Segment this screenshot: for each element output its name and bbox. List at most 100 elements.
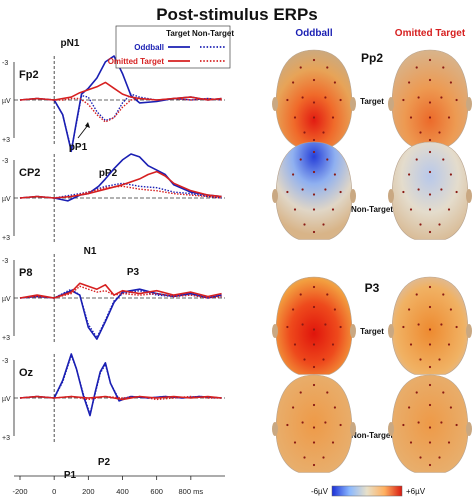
map-row-label: Non-Target: [351, 205, 393, 214]
electrode-dot: [417, 188, 420, 191]
electrode-dot: [312, 78, 316, 82]
y-unit-label: µV: [2, 296, 11, 303]
electrode-dot: [299, 158, 302, 161]
y-tick-label: -3: [2, 158, 8, 165]
channel-panel-cp2: CP2 -3 µV +3 P3: [2, 153, 225, 278]
electrode-dot: [408, 308, 411, 311]
electrode-dot: [419, 131, 422, 134]
electrode-dot: [322, 456, 325, 459]
electrode-dot: [312, 463, 316, 467]
y-unit-label: µV: [2, 196, 11, 203]
electrode-dot: [438, 456, 441, 459]
electrode-dot: [428, 426, 432, 429]
erp-line-omitted-target-target: [19, 81, 222, 101]
map-column-header: Oddball: [295, 28, 332, 39]
electrode-dot: [442, 158, 445, 161]
electrode-dot: [428, 463, 432, 467]
electrode-dot: [324, 323, 327, 326]
scalp-surface: [391, 49, 469, 148]
electrode-dot: [438, 358, 441, 361]
electrode-dot: [417, 96, 420, 99]
electrode-dot: [409, 208, 413, 211]
scalp-surface: [275, 49, 353, 148]
peak-label: N1: [84, 246, 97, 257]
electrode-dot: [455, 98, 458, 102]
topographic-maps: Oddball Omitted Target Pp2 Target Non-Target…: [272, 28, 472, 497]
electrode-dot: [428, 230, 432, 234]
electrode-dot: [428, 383, 432, 387]
electrode-dot: [331, 441, 335, 444]
electrode-dot: [408, 173, 411, 176]
ear-left: [272, 422, 278, 436]
y-unit-label: µV: [2, 98, 11, 105]
electrode-dot: [438, 131, 441, 134]
scalp-map: [272, 276, 356, 375]
x-tick-label: 800 ms: [179, 487, 204, 496]
electrode-dot: [428, 328, 432, 331]
electrode-dot: [408, 406, 411, 409]
electrode-dot: [442, 293, 445, 296]
electrode-dot: [312, 116, 316, 119]
ear-right: [466, 422, 472, 436]
electrode-dot: [312, 101, 316, 104]
electrode-dot: [333, 406, 336, 409]
electrode-dot: [312, 230, 316, 234]
electrode-dot: [286, 190, 289, 194]
ear-right: [350, 189, 356, 203]
y-tick-label: +3: [2, 335, 10, 342]
electrode-dot: [428, 101, 432, 104]
y-unit-label: µV: [2, 396, 11, 403]
scalp-map: [272, 49, 356, 148]
electrode-dot: [409, 116, 413, 119]
electrode-dot: [417, 323, 420, 326]
erp-line-oddball-non-target: [19, 93, 222, 151]
electrode-dot: [324, 96, 327, 99]
electrode-dot: [428, 150, 432, 154]
x-axis: -200 0 200 400 600 800 ms: [12, 475, 225, 496]
electrode-dot: [292, 308, 295, 311]
electrode-dot: [419, 358, 422, 361]
colorbar-max-label: +6µV: [406, 487, 426, 496]
electrode-dot: [455, 423, 458, 427]
electrode-dot: [312, 426, 316, 429]
channel-panel-fp2: Fp2 -3 µV +3 pN1 pP1 pP2: [2, 38, 225, 179]
electrode-dot: [301, 96, 304, 99]
ear-right: [466, 189, 472, 203]
electrode-dot: [326, 391, 329, 394]
scalp-map: [388, 49, 472, 148]
electrode-dot: [442, 391, 445, 394]
electrode-dot: [440, 188, 443, 191]
peak-label: P2: [98, 457, 111, 468]
electrode-dot: [312, 170, 316, 174]
legend-entry-label: Omitted Target: [108, 57, 165, 66]
x-tick-label: -200: [12, 487, 27, 496]
figure-title: Post-stimulus ERPs: [156, 5, 318, 24]
ear-left: [272, 189, 278, 203]
channel-label: Oz: [19, 367, 34, 379]
ear-right: [350, 422, 356, 436]
electrode-dot: [449, 81, 452, 84]
peak-label: pN1: [61, 38, 80, 49]
electrode-dot: [312, 138, 316, 142]
ear-right: [350, 97, 356, 111]
electrode-dot: [292, 81, 295, 84]
x-tick-label: 0: [52, 487, 56, 496]
electrode-dot: [286, 423, 289, 427]
ear-right: [350, 324, 356, 338]
x-tick-label: 400: [116, 487, 129, 496]
peak-arrow-head: [85, 122, 90, 128]
electrode-dot: [324, 188, 327, 191]
electrode-dot: [428, 138, 432, 142]
y-tick-label: -3: [2, 60, 8, 67]
electrode-dot: [440, 323, 443, 326]
electrode-dot: [322, 223, 325, 226]
erp-line-oddball-non-target: [19, 354, 222, 415]
scalp-surface: [391, 276, 469, 375]
ear-right: [466, 97, 472, 111]
scalp-map: [388, 276, 472, 375]
electrode-dot: [449, 406, 452, 409]
y-tick-label: +3: [2, 435, 10, 442]
electrode-dot: [303, 358, 306, 361]
electrode-dot: [455, 325, 458, 329]
peak-label: P3: [127, 267, 140, 278]
